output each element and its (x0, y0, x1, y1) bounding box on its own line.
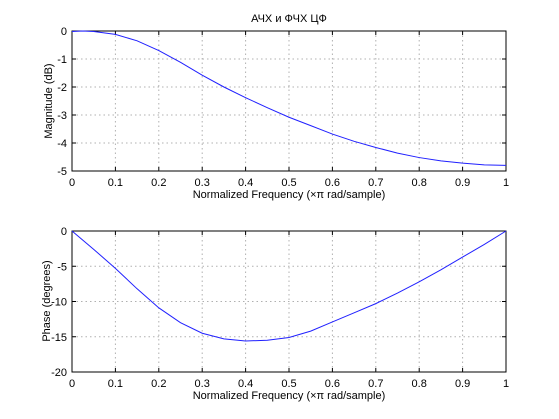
magnitude-series (71, 30, 507, 166)
magnitude-x-tick-label: 1 (503, 177, 509, 189)
magnitude-x-tick-label: 0.7 (368, 177, 383, 189)
chart-title: АЧХ и ФЧХ ЦФ (251, 13, 327, 25)
magnitude-x-tick-label: 0.2 (151, 177, 166, 189)
phase-x-axis-label: Normalized Frequency (×π rad/sample) (193, 390, 386, 402)
phase-x-tick-label: 0.7 (368, 378, 383, 390)
magnitude-axes: 0 0.1 0.2 0.3 0.4 0.5 0.6 0.7 0.8 0.9 1 0 -1 -2 -3 -4 -… (43, 13, 509, 201)
phase-x-tick-label: 1 (503, 378, 509, 390)
magnitude-x-tick-label: 0.4 (238, 177, 253, 189)
magnitude-x-tick-label: 0 (69, 177, 75, 189)
magnitude-ticks (71, 30, 507, 172)
magnitude-y-axis-label: Magnitude (dB) (43, 63, 55, 138)
magnitude-y-tick-label: -1 (57, 54, 67, 66)
magnitude-y-tick-label: -4 (57, 138, 67, 150)
phase-y-tick-label: -20 (51, 367, 67, 379)
phase-x-tick-label: 0.4 (238, 378, 253, 390)
phase-y-tick-label: -15 (51, 332, 67, 344)
magnitude-gridlines (72, 31, 506, 171)
phase-y-axis-label: Phase (degrees) (41, 260, 53, 341)
phase-series (71, 230, 507, 342)
phase-x-tick-label: 0.2 (151, 378, 166, 390)
magnitude-curve (71, 30, 507, 166)
magnitude-x-axis-label: Normalized Frequency (×π rad/sample) (193, 189, 386, 201)
phase-y-tick-label: -5 (57, 261, 67, 273)
magnitude-x-tick-label: 0.9 (455, 177, 470, 189)
magnitude-x-tick-labels: 0 0.1 0.2 0.3 0.4 0.5 0.6 0.7 0.8 0.9 1 (69, 177, 509, 189)
phase-x-tick-label: 0.8 (412, 378, 427, 390)
phase-x-tick-labels: 0 0.1 0.2 0.3 0.4 0.5 0.6 0.7 0.8 0.9 1 (69, 378, 509, 390)
phase-x-tick-label: 0 (69, 378, 75, 390)
phase-x-tick-label: 0.6 (325, 378, 340, 390)
phase-ticks (71, 230, 507, 373)
magnitude-y-tick-label: -5 (57, 166, 67, 178)
magnitude-y-tick-label: -2 (57, 82, 67, 94)
phase-x-tick-label: 0.1 (108, 378, 123, 390)
phase-gridlines (72, 231, 506, 372)
phase-x-tick-label: 0.9 (455, 378, 470, 390)
magnitude-y-tick-labels: 0 -1 -2 -3 -4 -5 (57, 26, 67, 178)
magnitude-y-tick-label: -3 (57, 110, 67, 122)
phase-y-tick-label: 0 (61, 226, 67, 238)
magnitude-x-tick-label: 0.6 (325, 177, 340, 189)
magnitude-plot-frame (71, 30, 507, 172)
magnitude-y-tick-label: 0 (61, 26, 67, 38)
phase-y-tick-labels: 0 -5 -10 -15 -20 (51, 226, 67, 379)
magnitude-x-tick-label: 0.1 (108, 177, 123, 189)
phase-x-tick-label: 0.5 (281, 378, 296, 390)
phase-axes: 0 0.1 0.2 0.3 0.4 0.5 0.6 0.7 0.8 0.9 1 0 -5 -10 -15 -… (41, 226, 509, 402)
magnitude-x-tick-label: 0.3 (195, 177, 210, 189)
phase-y-tick-label: -10 (51, 297, 67, 309)
magnitude-x-tick-label: 0.8 (412, 177, 427, 189)
phase-curve (71, 230, 507, 342)
phase-x-tick-label: 0.3 (195, 378, 210, 390)
magnitude-x-tick-label: 0.5 (281, 177, 296, 189)
